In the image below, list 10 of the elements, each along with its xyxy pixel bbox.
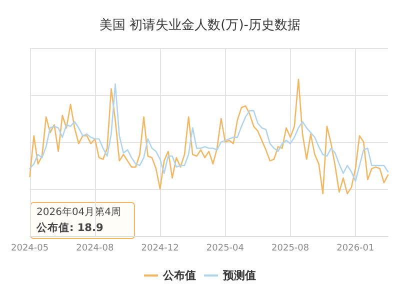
x-tick-label: 2025-04 <box>206 244 244 254</box>
x-tick-label: 2025-08 <box>272 244 310 254</box>
legend-label: 预测值 <box>222 269 256 282</box>
legend-label: 公布值 <box>162 269 196 282</box>
x-tick-label: 2024-08 <box>76 244 114 254</box>
x-tick-label: 2024-05 <box>10 244 49 254</box>
x-tick-label: 2024-12 <box>141 244 179 254</box>
chart-title: 美国 初请失业金人数(万)-历史数据 <box>100 17 300 33</box>
x-tick-label: 2026-01 <box>336 244 374 254</box>
annotation: 公布值: 18.9 <box>36 221 104 234</box>
